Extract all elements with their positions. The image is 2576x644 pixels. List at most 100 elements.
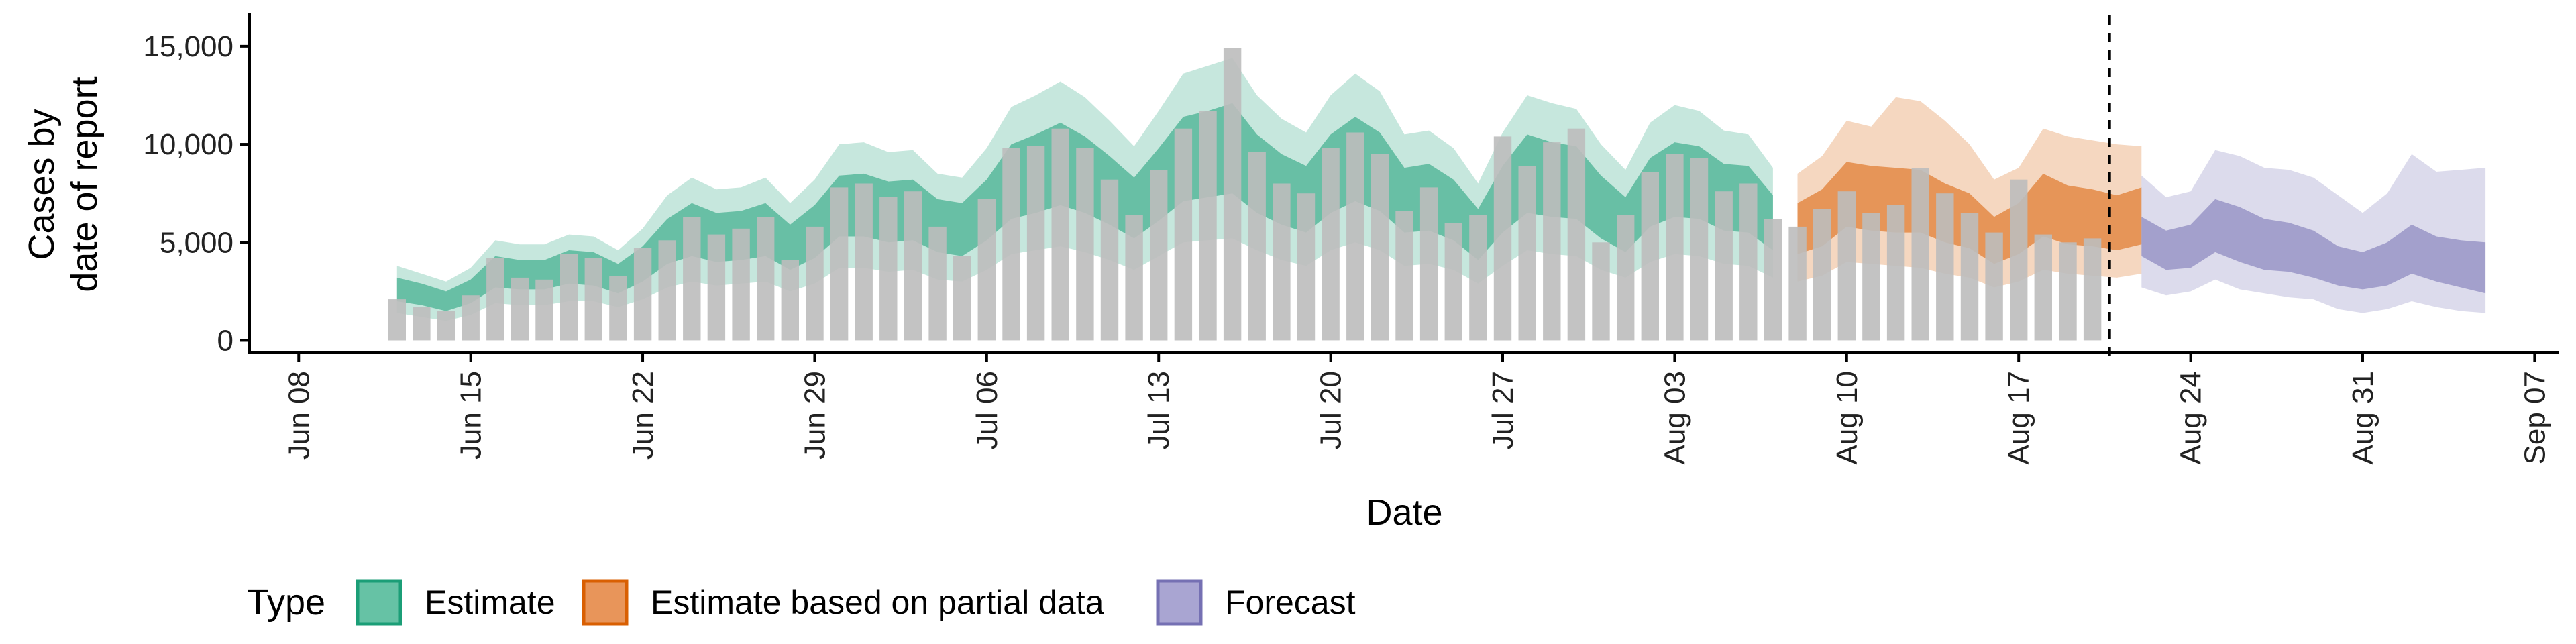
reported-cases-bar bbox=[511, 277, 529, 341]
reported-cases-bar bbox=[1936, 193, 1954, 341]
reported-cases-bar bbox=[1641, 172, 1659, 341]
x-tick-label: Jul 27 bbox=[1487, 371, 1519, 449]
x-axis-title: Date bbox=[1366, 492, 1442, 533]
reported-cases-bar bbox=[904, 191, 922, 341]
reported-cases-bar bbox=[1273, 183, 1291, 341]
x-tick-label: Aug 31 bbox=[2347, 371, 2379, 464]
reported-cases-bar bbox=[1444, 223, 1462, 341]
reported-cases-bar bbox=[1174, 128, 1193, 341]
reported-cases-bar bbox=[1985, 232, 2003, 341]
reported-cases-bar bbox=[1150, 170, 1168, 341]
legend-label-forecast: Forecast bbox=[1225, 584, 1356, 621]
reported-cases-bar bbox=[388, 299, 406, 341]
reported-cases-bar bbox=[1371, 154, 1389, 341]
legend-swatch-estimate bbox=[356, 579, 402, 626]
reported-cases-bar bbox=[633, 248, 652, 341]
reported-cases-bar bbox=[806, 226, 824, 341]
y-tick-label: 15,000 bbox=[143, 30, 233, 63]
reported-cases-bar bbox=[1886, 205, 1905, 341]
reported-cases-bar bbox=[1862, 213, 1880, 341]
reported-cases-bar bbox=[1322, 148, 1340, 341]
x-tick-label: Sep 07 bbox=[2518, 371, 2551, 464]
reported-cases-bar bbox=[1567, 128, 1586, 341]
x-tick-label: Aug 24 bbox=[2175, 371, 2208, 464]
legend-label-estimate-based-on-partial-data: Estimate based on partial data bbox=[651, 584, 1104, 621]
reported-cases-bar bbox=[1690, 158, 1709, 341]
reported-cases-bar bbox=[1346, 132, 1364, 341]
y-tick-label: 10,000 bbox=[143, 128, 233, 161]
reported-cases-bar bbox=[683, 217, 701, 341]
reported-cases-bars bbox=[388, 48, 2102, 341]
x-tick-label: Jul 13 bbox=[1142, 371, 1175, 449]
reported-cases-bar bbox=[1419, 187, 1438, 341]
reported-cases-bar bbox=[2083, 238, 2102, 341]
reported-cases-bar bbox=[953, 256, 971, 341]
reported-cases-bar bbox=[1764, 219, 1782, 341]
reported-cases-bar bbox=[1617, 215, 1635, 341]
reported-cases-bar bbox=[1592, 242, 1610, 341]
y-tick-label: 5,000 bbox=[160, 226, 233, 259]
x-tick-label: Jun 22 bbox=[627, 371, 659, 460]
reported-cases-bar bbox=[1297, 193, 1316, 341]
x-tick-label: Jun 29 bbox=[798, 371, 831, 460]
x-tick-label: Jun 08 bbox=[282, 371, 315, 460]
reported-cases-bar bbox=[1493, 136, 1512, 341]
reported-cases-bar bbox=[2034, 234, 2052, 341]
x-tick-label: Jul 20 bbox=[1315, 371, 1348, 449]
reported-cases-bar bbox=[1518, 166, 1536, 341]
reported-cases-bar bbox=[879, 197, 898, 341]
x-tick-label: Jul 06 bbox=[971, 371, 1004, 449]
reported-cases-bar bbox=[1911, 168, 1929, 341]
legend: Type Estimate Estimate based on partial da… bbox=[247, 579, 1356, 626]
axes: 0 5,000 10,000 15,000 Jun 08 Jun 15 Jun 22 Jun … bbox=[21, 13, 2559, 533]
legend-swatch-forecast bbox=[1156, 579, 1203, 626]
reported-cases-bar bbox=[1100, 179, 1119, 341]
y-tick-label: 0 bbox=[217, 324, 233, 357]
reported-cases-bar bbox=[1813, 209, 1831, 341]
reported-cases-bar bbox=[560, 254, 578, 341]
reported-cases-bar bbox=[1002, 148, 1020, 341]
reported-cases-bar bbox=[1051, 128, 1069, 341]
reported-cases-bar bbox=[658, 240, 676, 341]
reported-cases-bar bbox=[1076, 148, 1094, 341]
reported-cases-bar bbox=[413, 307, 431, 341]
reported-cases-bar bbox=[1125, 215, 1143, 341]
reported-cases-bar bbox=[1960, 213, 1979, 341]
reported-cases-bar bbox=[1837, 191, 1856, 341]
reported-cases-bar bbox=[1666, 154, 1684, 341]
y-axis-title: Cases bydate of report bbox=[21, 76, 105, 292]
reported-cases-bar bbox=[535, 279, 553, 341]
reported-cases-bar bbox=[1543, 142, 1561, 341]
reported-cases-bar bbox=[437, 311, 455, 341]
reported-cases-bar bbox=[707, 234, 726, 341]
reported-cases-bar bbox=[1248, 152, 1266, 341]
reported-cases-bar bbox=[1739, 183, 1758, 341]
reported-cases-bar bbox=[855, 183, 873, 341]
reported-cases-bar bbox=[928, 226, 947, 341]
legend-swatch-estimate-based-on-partial-data bbox=[582, 579, 629, 626]
legend-title: Type bbox=[247, 582, 325, 623]
forecast-inner-band bbox=[2141, 199, 2486, 294]
y-axis-title-line: Cases by bbox=[21, 109, 62, 260]
reported-cases-bar bbox=[1026, 146, 1045, 341]
x-tick-label: Aug 10 bbox=[1831, 371, 1864, 464]
reported-cases-bar bbox=[1199, 111, 1217, 341]
x-tick-label: Aug 03 bbox=[1658, 371, 1691, 464]
reported-cases-bar bbox=[1788, 226, 1807, 341]
reported-cases-bar bbox=[1223, 48, 1242, 341]
reported-cases-bar bbox=[977, 199, 996, 341]
reported-cases-bar bbox=[732, 228, 750, 341]
reported-cases-bar bbox=[609, 276, 627, 341]
reported-cases-bar bbox=[1715, 191, 1733, 341]
reported-cases-bar bbox=[462, 295, 480, 341]
x-tick-label: Jun 15 bbox=[455, 371, 488, 460]
reported-cases-bar bbox=[781, 260, 799, 341]
reported-cases-bar bbox=[2059, 242, 2077, 341]
reported-cases-bar bbox=[830, 187, 849, 341]
legend-label-estimate: Estimate bbox=[425, 584, 555, 621]
reported-cases-bar bbox=[1469, 215, 1487, 341]
y-axis-title-line: date of report bbox=[64, 76, 105, 292]
reported-cases-bar bbox=[757, 217, 775, 341]
reported-cases-bar bbox=[584, 258, 602, 341]
